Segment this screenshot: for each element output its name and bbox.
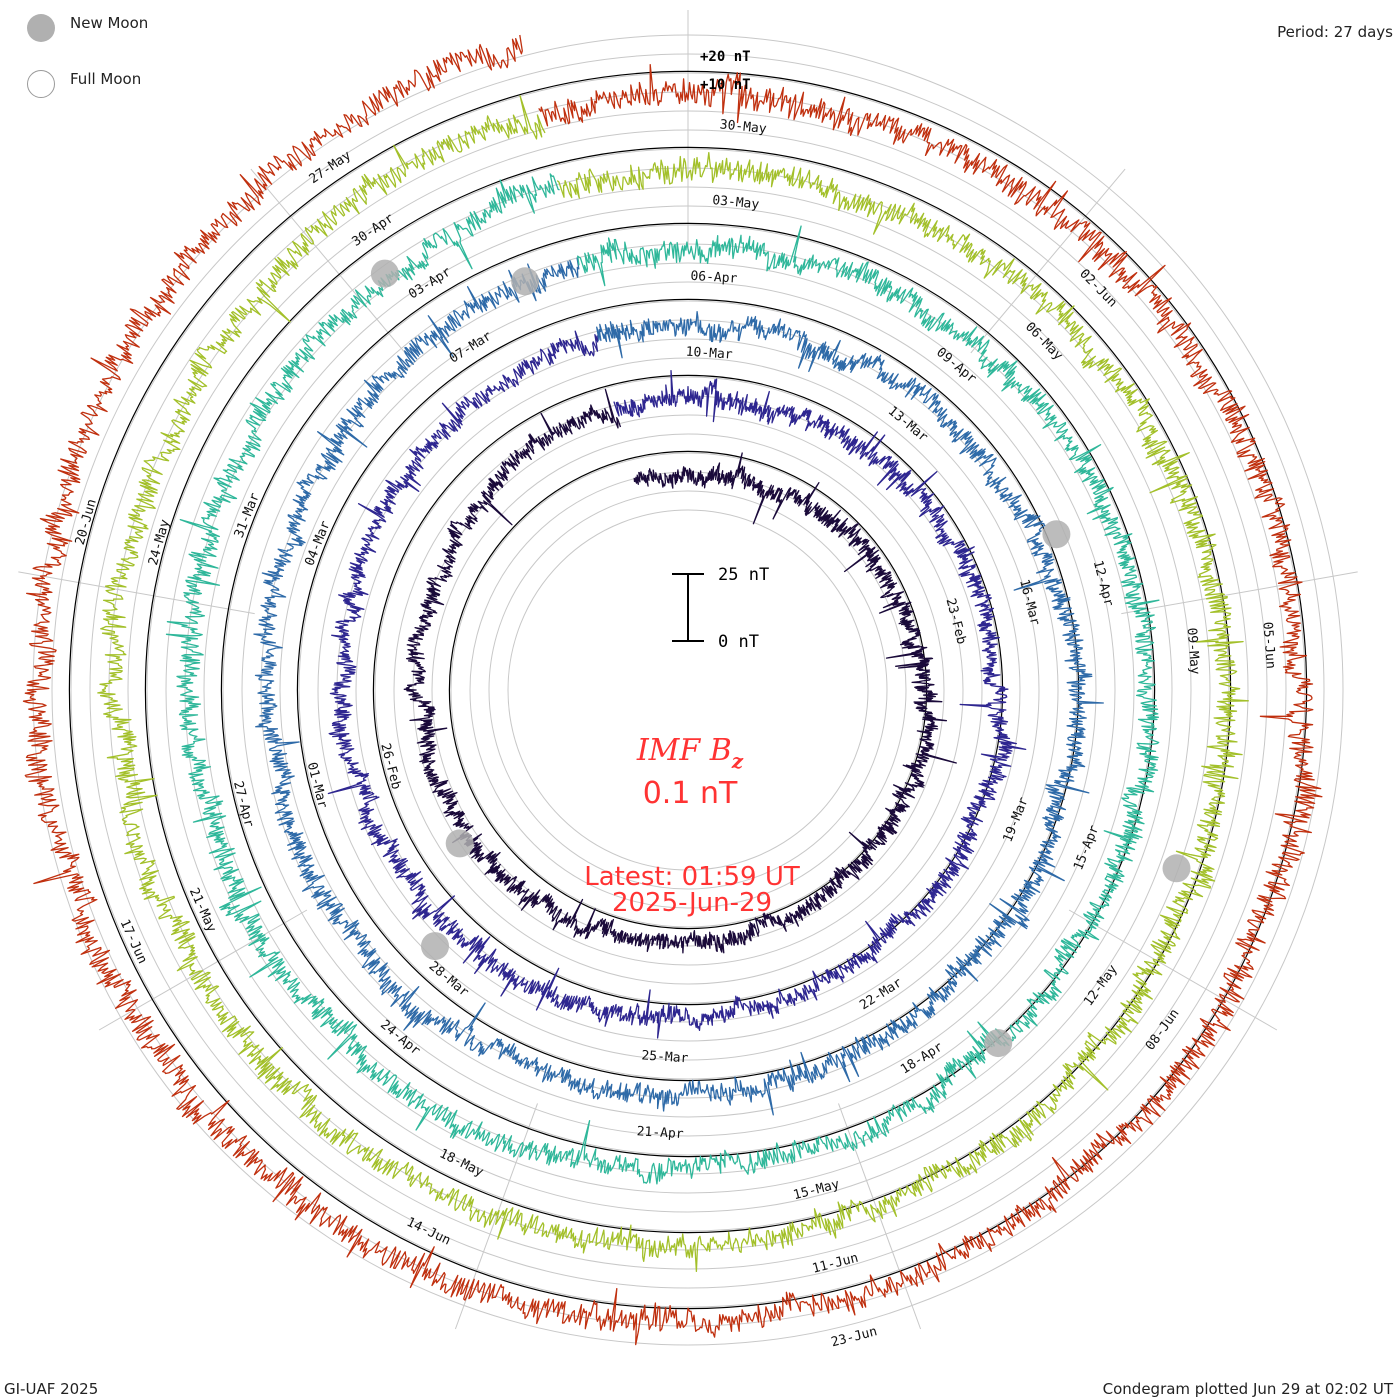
new-moon-marker	[984, 1029, 1013, 1058]
grid-ring	[355, 357, 1021, 1023]
footer-right: Condegram plotted Jun 29 at 02:02 UT	[1102, 1380, 1393, 1398]
grid-ring	[279, 281, 1097, 1099]
series-trace-1	[403, 388, 957, 954]
date-label: 21-Apr	[636, 1124, 684, 1142]
date-label: 09-May	[1184, 627, 1203, 675]
new-moon-marker	[445, 829, 474, 858]
date-label: 02-Jun	[1076, 266, 1120, 310]
date-label: 30-May	[719, 117, 767, 137]
date-label: 07-Mar	[447, 329, 495, 367]
date-label: 30-Apr	[350, 211, 397, 250]
zero-baseline	[448, 450, 928, 930]
date-label: 03-Apr	[406, 264, 454, 302]
period-label: Period: 27 days	[1277, 23, 1393, 41]
date-label: 08-Jun	[1143, 1006, 1183, 1053]
grid-ring	[507, 509, 869, 871]
new-moon-marker	[1042, 520, 1071, 549]
grid-ring	[450, 452, 926, 928]
date-label: 24-May	[146, 518, 173, 567]
new-moon-marker	[370, 259, 399, 288]
grid-spoke	[970, 168, 1126, 354]
data-series	[22, 34, 1323, 1346]
zero-baseline	[220, 222, 1156, 1158]
new-moon-legend-label: New Moon	[70, 14, 149, 32]
date-label: 06-Apr	[690, 269, 738, 287]
imf-value: 0.1 nT	[643, 776, 738, 811]
series-trace-3	[253, 257, 1104, 1116]
date-label: 20-Jun	[73, 497, 100, 546]
date-label: 12-Apr	[1090, 559, 1116, 608]
new-moon-marker	[421, 932, 449, 961]
series-trace-6	[22, 34, 1323, 1346]
date-label: 10-Mar	[685, 345, 733, 363]
moon-markers	[370, 259, 1191, 1058]
grid-ring	[127, 129, 1249, 1251]
date-label: 16-Mar	[1016, 578, 1042, 627]
grid-ring	[488, 490, 888, 890]
grid-spoke	[1121, 571, 1358, 615]
imf-title-sub: z	[731, 749, 744, 773]
footer-left: GI-UAF 2025	[4, 1380, 99, 1398]
scale-ring-label-10: +10 nT	[700, 77, 751, 93]
date-label: 17-Jun	[117, 917, 150, 966]
grid-spokes	[18, 10, 1358, 1330]
imf-title-main: IMF B	[636, 733, 732, 768]
date-label: 03-May	[712, 193, 760, 213]
date-label: 12-May	[1081, 962, 1121, 1009]
scale-bar-top-label: 25 nT	[718, 565, 769, 585]
full-moon-legend-label: Full Moon	[70, 70, 142, 88]
zero-baseline	[296, 298, 1080, 1082]
date-label: 28-Mar	[426, 959, 472, 1001]
date-label: 21-May	[186, 886, 219, 935]
new-moon-legend-icon	[27, 14, 55, 42]
full-moon-legend-icon	[27, 70, 55, 98]
new-moon-marker	[1162, 854, 1191, 883]
date-label: 25-Mar	[641, 1048, 689, 1066]
date-label: 05-Jun	[1259, 621, 1278, 669]
date-label: 13-Mar	[885, 404, 931, 446]
series-trace-4	[165, 173, 1160, 1185]
grid-spoke	[838, 1103, 922, 1330]
grid-spoke	[18, 571, 255, 615]
latest-date: 2025-Jun-29	[612, 888, 772, 918]
date-label: 06-May	[1022, 320, 1066, 364]
date-label: 23-Feb	[942, 597, 968, 646]
series-trace-5	[97, 95, 1249, 1273]
new-moon-marker	[511, 267, 540, 296]
grid-ring	[89, 91, 1287, 1289]
grid-ring	[469, 471, 907, 909]
scale-bar-bottom-label: 0 nT	[718, 632, 759, 652]
imf-title: IMF Bz	[636, 733, 744, 773]
grid-ring	[260, 262, 1116, 1118]
grid-spoke	[1068, 909, 1278, 1031]
latest-time: Latest: 01:59 UT	[584, 862, 800, 892]
scale-ring-label-20: +20 nT	[700, 49, 751, 65]
grid-spoke	[250, 168, 406, 354]
scale-bar	[672, 573, 704, 642]
series-trace-2	[327, 330, 1027, 1039]
